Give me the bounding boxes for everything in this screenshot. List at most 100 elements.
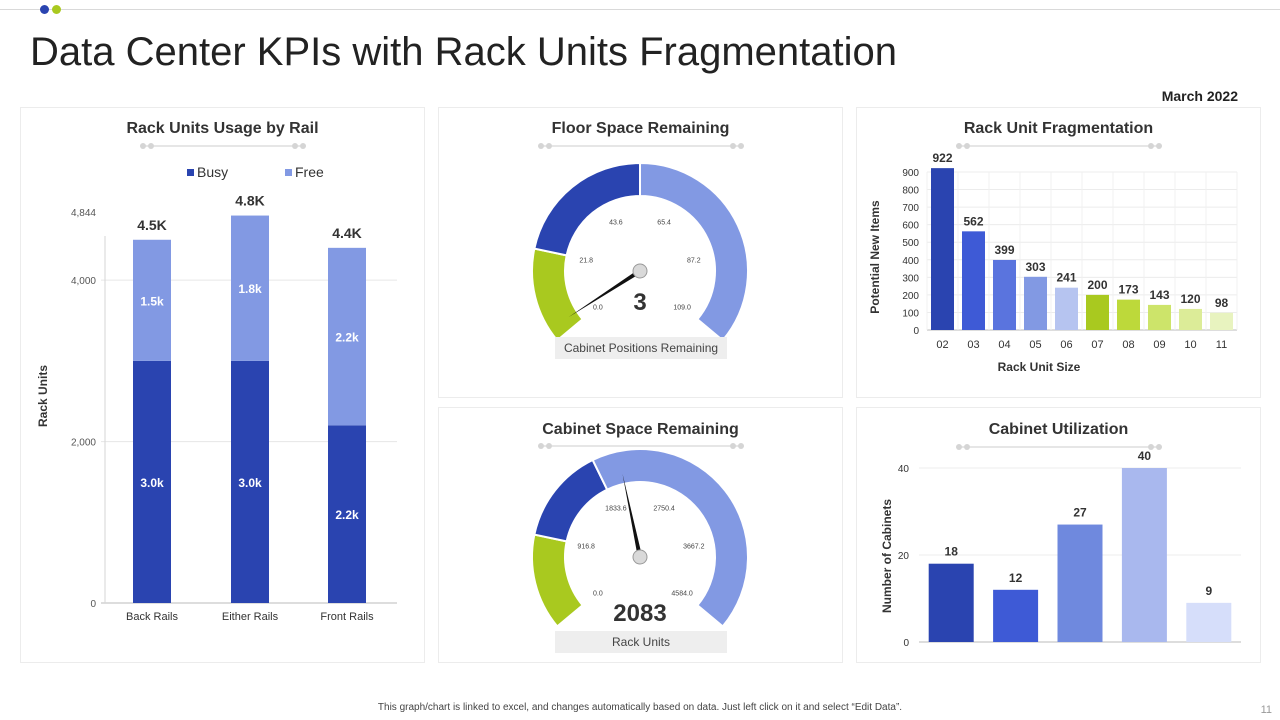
frag-title: Rack Unit Fragmentation: [963, 120, 1154, 137]
bar-busy-label: 3.0k: [140, 476, 164, 490]
brand-dot-blue: [40, 5, 49, 14]
x-tick-label: 09: [1153, 339, 1165, 351]
gauge-band-1: [533, 161, 641, 257]
legend-label-free: Free: [295, 164, 324, 180]
floor-gauge[interactable]: 0.0 21.8 43.6 65.4 87.2 109.0 3 Cabinet Positio…: [439, 108, 844, 399]
bar-total-label: 4.5K: [137, 217, 167, 233]
brand-dot-green: [52, 5, 61, 14]
bar-total-label: 4.8K: [235, 193, 265, 209]
footer-note: This graph/chart is linked to excel, and…: [377, 702, 903, 713]
title-decor-dot-2: [292, 143, 298, 149]
frag-bar-value: 120: [1180, 292, 1200, 306]
gauge-tick-label: 43.6: [609, 220, 623, 227]
gauge-band-2: [639, 161, 749, 342]
usage-chart[interactable]: Busy Free 0 2,000 4,000 4,844 Rack Units 3.0k 1.…: [21, 108, 426, 664]
y-tick-label: 4,000: [71, 276, 96, 287]
title-decor-dot-3: [738, 143, 744, 149]
y-tick-label: 300: [902, 273, 919, 284]
gauge-needle: [568, 269, 642, 318]
bar-free-label: 1.5k: [140, 294, 164, 308]
x-tick-label: Back Rails: [126, 611, 178, 623]
frag-card[interactable]: Rack Unit Fragmentation 0 100 200 300 400 500…: [856, 107, 1261, 398]
x-tick-label: 08: [1122, 339, 1134, 351]
frag-bar-08: [1117, 299, 1140, 330]
frag-chart[interactable]: 0 100 200 300 400 500 600 700 800 900 922 02 562 03 39…: [857, 108, 1262, 399]
y-tick-label: 20: [898, 551, 910, 562]
gauge-hub: [632, 263, 648, 279]
top-divider: [0, 9, 1280, 10]
x-tick-label: 04: [998, 339, 1010, 351]
gauge-caption-box: [555, 337, 727, 359]
title-decor-dot-3: [738, 443, 744, 449]
cabinet-card[interactable]: Cabinet Space Remaining 0.0 916.8 1833.6 27…: [438, 407, 843, 663]
legend-label-busy: Busy: [197, 164, 228, 180]
title-decor-dot-1: [964, 143, 970, 149]
title-decor-dot-1: [964, 444, 970, 450]
y-tick-label: 700: [902, 203, 919, 214]
util-bar-2: [1057, 524, 1103, 642]
frag-bar-value: 98: [1215, 296, 1229, 310]
gauge-tick-label: 2750.4: [653, 506, 675, 513]
frag-bar-value: 143: [1149, 288, 1169, 302]
gauge-tick-label: 3667.2: [683, 544, 705, 551]
bar-total-label: 4.4K: [332, 225, 362, 241]
frag-bar-11: [1210, 312, 1233, 330]
x-axis-label: Rack Unit Size: [998, 360, 1081, 374]
title-decor-dot-2: [730, 443, 736, 449]
y-tick-label: 4,844: [71, 208, 96, 219]
bar-free-label: 1.8k: [238, 282, 262, 296]
frag-bar-06: [1055, 287, 1078, 330]
title-decor-dot-2: [730, 143, 736, 149]
frag-bar-09: [1148, 304, 1171, 330]
gauge-caption-box: [555, 631, 727, 653]
gauge-tick-label: 65.4: [657, 220, 671, 227]
cabinet-title: Cabinet Space Remaining: [542, 421, 739, 438]
bar-free-0: [133, 239, 171, 361]
title-decor-dot-2: [1148, 143, 1154, 149]
bar-free-1: [231, 215, 269, 361]
y-axis-label: Potential New Items: [868, 200, 882, 314]
usage-title: Rack Units Usage by Rail: [126, 120, 319, 137]
title-decor-dot-0: [538, 443, 544, 449]
bar-busy-2: [328, 425, 366, 603]
util-bar-value: 40: [1138, 449, 1152, 463]
bar-free-2: [328, 247, 366, 426]
title-decor-dot-0: [956, 143, 962, 149]
frag-bar-value: 200: [1087, 278, 1107, 292]
usage-card[interactable]: Rack Units Usage by Rail Busy Free 0 2,000 4…: [20, 107, 425, 663]
util-card[interactable]: Cabinet Utilization 0 20 40 18 12 27 40 9 Number…: [856, 407, 1261, 663]
gauge-caption: Cabinet Positions Remaining: [564, 341, 718, 355]
util-bar-1: [993, 589, 1039, 642]
title-decor-dot-1: [546, 143, 552, 149]
gauge-needle: [622, 473, 643, 558]
x-tick-label: 10: [1184, 339, 1196, 351]
frag-bar-07: [1086, 294, 1109, 330]
y-tick-label: 800: [902, 186, 919, 197]
gauge-tick-label: 1833.6: [605, 506, 627, 513]
cabinet-gauge[interactable]: 0.0 916.8 1833.6 2750.4 3667.2 4584.0 2083 Rack…: [439, 408, 844, 664]
frag-bar-value: 922: [932, 151, 952, 165]
frag-bar-05: [1024, 276, 1047, 330]
floor-card[interactable]: Floor Space Remaining 0.0 21.8 43.6 65.4 87.…: [438, 107, 843, 398]
util-chart[interactable]: 0 20 40 18 12 27 40 9 Number of Cabinets: [857, 408, 1262, 664]
bar-busy-label: 2.2k: [335, 508, 359, 522]
frag-bar-value: 399: [994, 243, 1014, 257]
x-tick-label: 06: [1060, 339, 1072, 351]
util-bar-4: [1186, 602, 1232, 642]
title-decor-dot-3: [1156, 444, 1162, 450]
frag-bar-value: 241: [1056, 271, 1076, 285]
gauge-band-0: [531, 247, 584, 342]
y-tick-label: 900: [902, 168, 919, 179]
util-title: Cabinet Utilization: [988, 421, 1129, 438]
title-decor-dot-0: [956, 444, 962, 450]
legend-swatch-busy: [187, 169, 194, 176]
util-bar-value: 18: [945, 545, 959, 559]
gauge-caption: Rack Units: [612, 635, 670, 649]
util-bar-value: 27: [1073, 506, 1087, 520]
y-tick-label: 0: [90, 599, 96, 610]
bar-busy-1: [231, 360, 269, 603]
y-axis-label: Rack Units: [36, 365, 50, 427]
y-tick-label: 0: [903, 638, 909, 649]
title-decor-dot-3: [300, 143, 306, 149]
gauge-value: 3: [633, 289, 646, 316]
